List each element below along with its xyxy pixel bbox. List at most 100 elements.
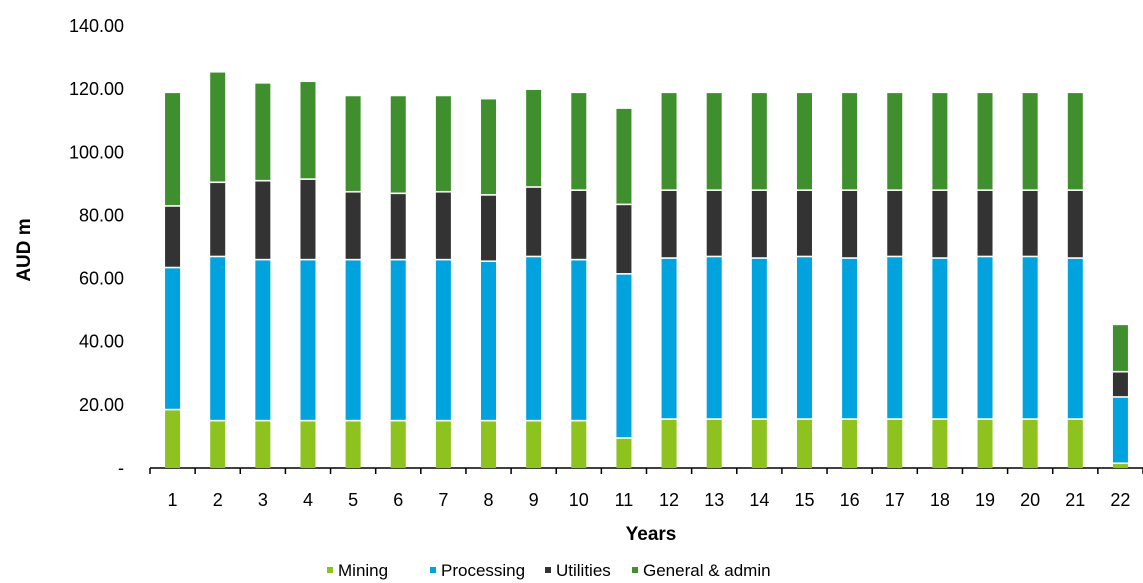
- bar-segment-processing: [842, 258, 858, 419]
- x-tick-label: 7: [438, 490, 448, 510]
- x-tick-label: 9: [529, 490, 539, 510]
- y-tick-label: -: [118, 458, 124, 478]
- bar-segment-utilities: [300, 179, 316, 259]
- bar-segment-mining: [932, 419, 948, 468]
- bar-segment-utilities: [751, 190, 767, 258]
- bar-segment-utilities: [932, 190, 948, 258]
- bar-segment-processing: [165, 268, 181, 409]
- bar-segment-mining: [661, 419, 677, 468]
- bar-segment-mining: [255, 421, 271, 468]
- x-axis-tick-labels: 1 2 3 4 5 6 7 8 9 10 11 12 13 14 15 16 17 18 19 20 21 22: [168, 490, 1131, 510]
- y-tick-label: 20.00: [79, 395, 124, 415]
- bar-segment-processing: [300, 260, 316, 420]
- bar-segment-mining: [390, 421, 406, 468]
- x-tick-label: 17: [885, 490, 905, 510]
- bar-segment-processing: [345, 260, 361, 420]
- bar-segment-processing: [1022, 257, 1038, 419]
- bar-segment-utilities: [526, 187, 542, 256]
- legend-label: Mining: [338, 561, 388, 580]
- x-tick-label: 22: [1110, 490, 1130, 510]
- bar-segment-mining: [210, 421, 226, 468]
- bar-segment-mining: [706, 419, 722, 468]
- bar-segment-processing: [435, 260, 451, 420]
- bar-segment-utilities: [255, 181, 271, 259]
- bar-segment-mining: [887, 419, 903, 468]
- bar-segment-general-admin: [255, 83, 271, 180]
- x-tick-label: 2: [213, 490, 223, 510]
- bar-segment-general-admin: [751, 93, 767, 190]
- y-axis-tick-labels: - 20.00 40.00 60.00 80.00 100.00 120.00 140.00: [69, 16, 124, 478]
- legend-label: General & admin: [643, 561, 771, 580]
- legend-swatch: [327, 567, 333, 573]
- bar-segment-mining: [435, 421, 451, 468]
- bar-segment-utilities: [1022, 190, 1038, 256]
- y-tick-label: 80.00: [79, 205, 124, 225]
- y-tick-label: 60.00: [79, 269, 124, 289]
- bar-segment-utilities: [706, 190, 722, 256]
- bar-segment-processing: [571, 260, 587, 420]
- bar-segment-general-admin: [661, 93, 677, 190]
- x-tick-label: 3: [258, 490, 268, 510]
- x-tick-label: 8: [484, 490, 494, 510]
- bar-segment-general-admin: [165, 93, 181, 206]
- bar-segment-processing: [210, 257, 226, 420]
- bar-segment-general-admin: [390, 96, 406, 193]
- bar-segment-utilities: [661, 190, 677, 258]
- bar-segment-processing: [255, 260, 271, 420]
- bar-segment-general-admin: [435, 96, 451, 191]
- bar-segment-mining: [300, 421, 316, 468]
- x-tick-label: 19: [975, 490, 995, 510]
- bar-segment-utilities: [210, 183, 226, 256]
- x-axis-title: Years: [626, 524, 677, 545]
- bar-segment-general-admin: [210, 72, 226, 182]
- bar-segment-mining: [751, 419, 767, 468]
- bar-segment-general-admin: [526, 89, 542, 187]
- bar-segment-general-admin: [481, 99, 497, 195]
- y-tick-label: 120.00: [69, 79, 124, 99]
- bar-segment-processing: [706, 257, 722, 419]
- x-tick-label: 18: [930, 490, 950, 510]
- bar-segment-utilities: [435, 192, 451, 259]
- bar-segment-general-admin: [977, 93, 993, 190]
- x-tick-label: 1: [168, 490, 178, 510]
- bar-segment-processing: [887, 257, 903, 419]
- bar-segment-processing: [616, 274, 632, 438]
- x-tick-label: 12: [659, 490, 679, 510]
- bar-segment-processing: [796, 257, 812, 419]
- y-tick-label: 40.00: [79, 332, 124, 352]
- bar-segment-utilities: [796, 190, 812, 256]
- bar-segment-general-admin: [932, 93, 948, 190]
- bar-segment-utilities: [390, 194, 406, 259]
- bar-segment-general-admin: [706, 93, 722, 190]
- bar-segment-general-admin: [1067, 93, 1083, 190]
- x-tick-label: 6: [393, 490, 403, 510]
- x-tick-label: 16: [840, 490, 860, 510]
- x-tick-label: 20: [1020, 490, 1040, 510]
- bar-segment-mining: [1022, 419, 1038, 468]
- bar-segment-processing: [390, 260, 406, 420]
- bar-segment-mining: [481, 421, 497, 468]
- bar-segment-utilities: [887, 190, 903, 256]
- bar-segment-utilities: [1112, 372, 1128, 397]
- bar-segment-utilities: [977, 190, 993, 256]
- x-tick-label: 4: [303, 490, 313, 510]
- bar-segment-processing: [661, 258, 677, 419]
- x-tick-label: 21: [1065, 490, 1085, 510]
- bar-segment-mining: [796, 419, 812, 468]
- bar-segment-utilities: [571, 190, 587, 259]
- legend-label: Processing: [441, 561, 525, 580]
- x-axis-tickmarks: [149, 468, 1143, 474]
- bar-segment-general-admin: [616, 108, 632, 204]
- bar-segment-utilities: [165, 206, 181, 267]
- bar-segment-utilities: [616, 205, 632, 274]
- x-tick-label: 13: [704, 490, 724, 510]
- bar-segment-mining: [1067, 419, 1083, 468]
- bar-segment-utilities: [345, 192, 361, 259]
- bar-segment-general-admin: [1112, 325, 1128, 371]
- legend: Mining Processing Utilities General & admin: [327, 561, 771, 580]
- bar-segment-processing: [751, 258, 767, 419]
- bar-segment-utilities: [481, 195, 497, 261]
- bar-segment-general-admin: [345, 96, 361, 191]
- bar-segments: [165, 72, 1128, 468]
